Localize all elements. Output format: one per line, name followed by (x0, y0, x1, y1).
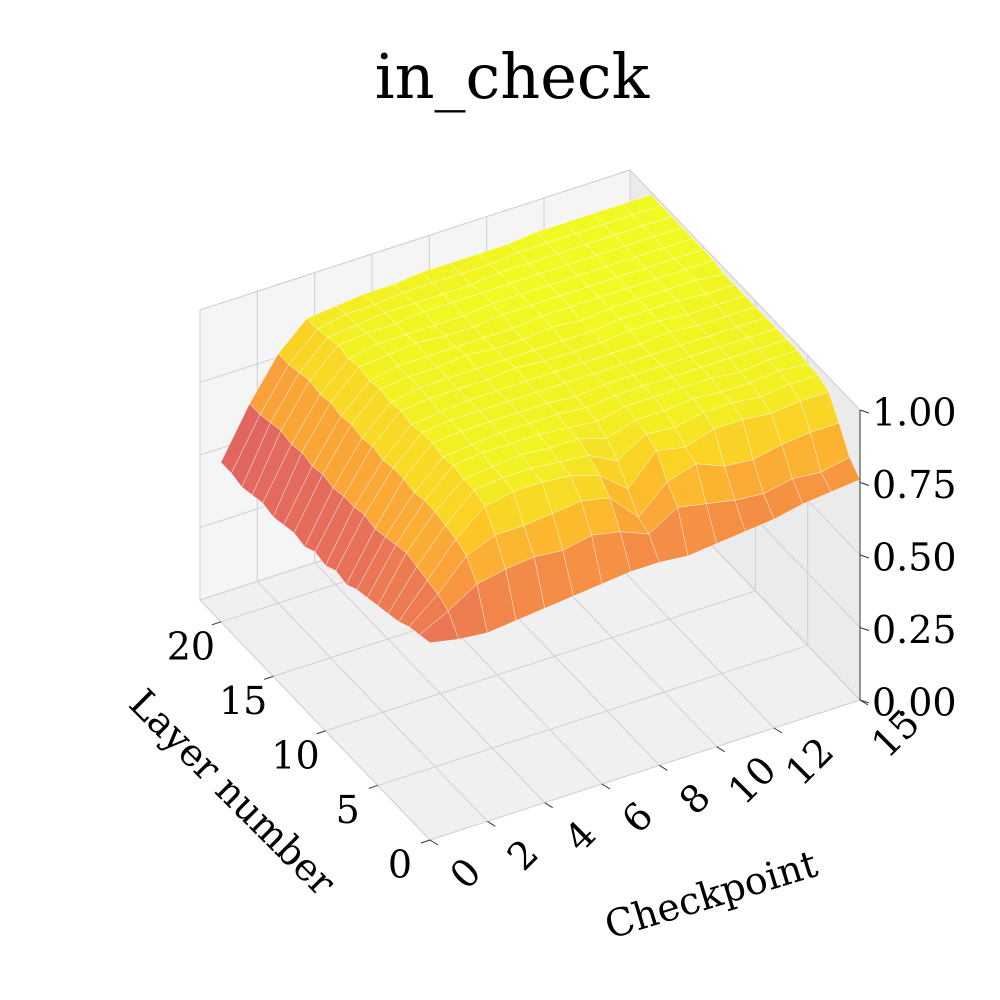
x-tick-mark (773, 727, 783, 734)
z-tick-mark (859, 409, 870, 414)
chart-title: in_check (375, 40, 650, 113)
z-tick-mark (859, 554, 870, 559)
y-tick-mark (420, 839, 431, 844)
x-tick-mark (716, 746, 725, 753)
y-tick-label: 20 (167, 624, 215, 668)
grid-line (314, 562, 546, 804)
y-tick-mark (211, 621, 222, 626)
z-tick-label: 0.75 (872, 463, 957, 507)
x-tick-mark (544, 802, 553, 809)
grid-line (377, 644, 808, 786)
x-tick-label: 6 (613, 793, 661, 841)
z-tick-mark (859, 627, 870, 631)
x-tick-label: 0 (441, 849, 489, 897)
z-tick-label: 0.50 (872, 536, 957, 580)
surface-cell (419, 610, 460, 644)
y-tick-label: 0 (388, 843, 412, 887)
x-tick-label: 2 (499, 831, 547, 879)
grid-line (199, 599, 431, 841)
z-tick-label: 0.25 (872, 608, 957, 652)
z-tick-mark (859, 482, 870, 486)
x-tick-mark (429, 839, 439, 846)
y-tick-mark (368, 784, 378, 789)
z-tick-label: 1.00 (872, 391, 957, 435)
z-tick-mark (859, 699, 870, 704)
x-tick-label: 12 (777, 729, 842, 794)
x-tick-mark (659, 764, 668, 771)
y-tick-label: 15 (219, 679, 267, 723)
grid-line (256, 580, 488, 822)
grid-line (429, 699, 861, 841)
grid-line (629, 169, 861, 411)
grid-line (325, 590, 756, 732)
z-tick-label: 0.00 (872, 681, 957, 725)
x-tick-mark (487, 820, 496, 827)
y-tick-mark (316, 730, 326, 735)
x-tick-label: 10 (720, 748, 785, 813)
x-tick-label: 4 (556, 812, 604, 860)
x-tick-label: 8 (671, 775, 719, 823)
y-tick-label: 10 (271, 733, 319, 777)
y-tick-mark (264, 675, 274, 680)
x-axis-label: Checkpoint (600, 842, 823, 948)
y-tick-label: 5 (336, 788, 360, 832)
surface (220, 194, 861, 644)
x-tick-mark (601, 783, 611, 790)
grid-line (199, 169, 631, 311)
